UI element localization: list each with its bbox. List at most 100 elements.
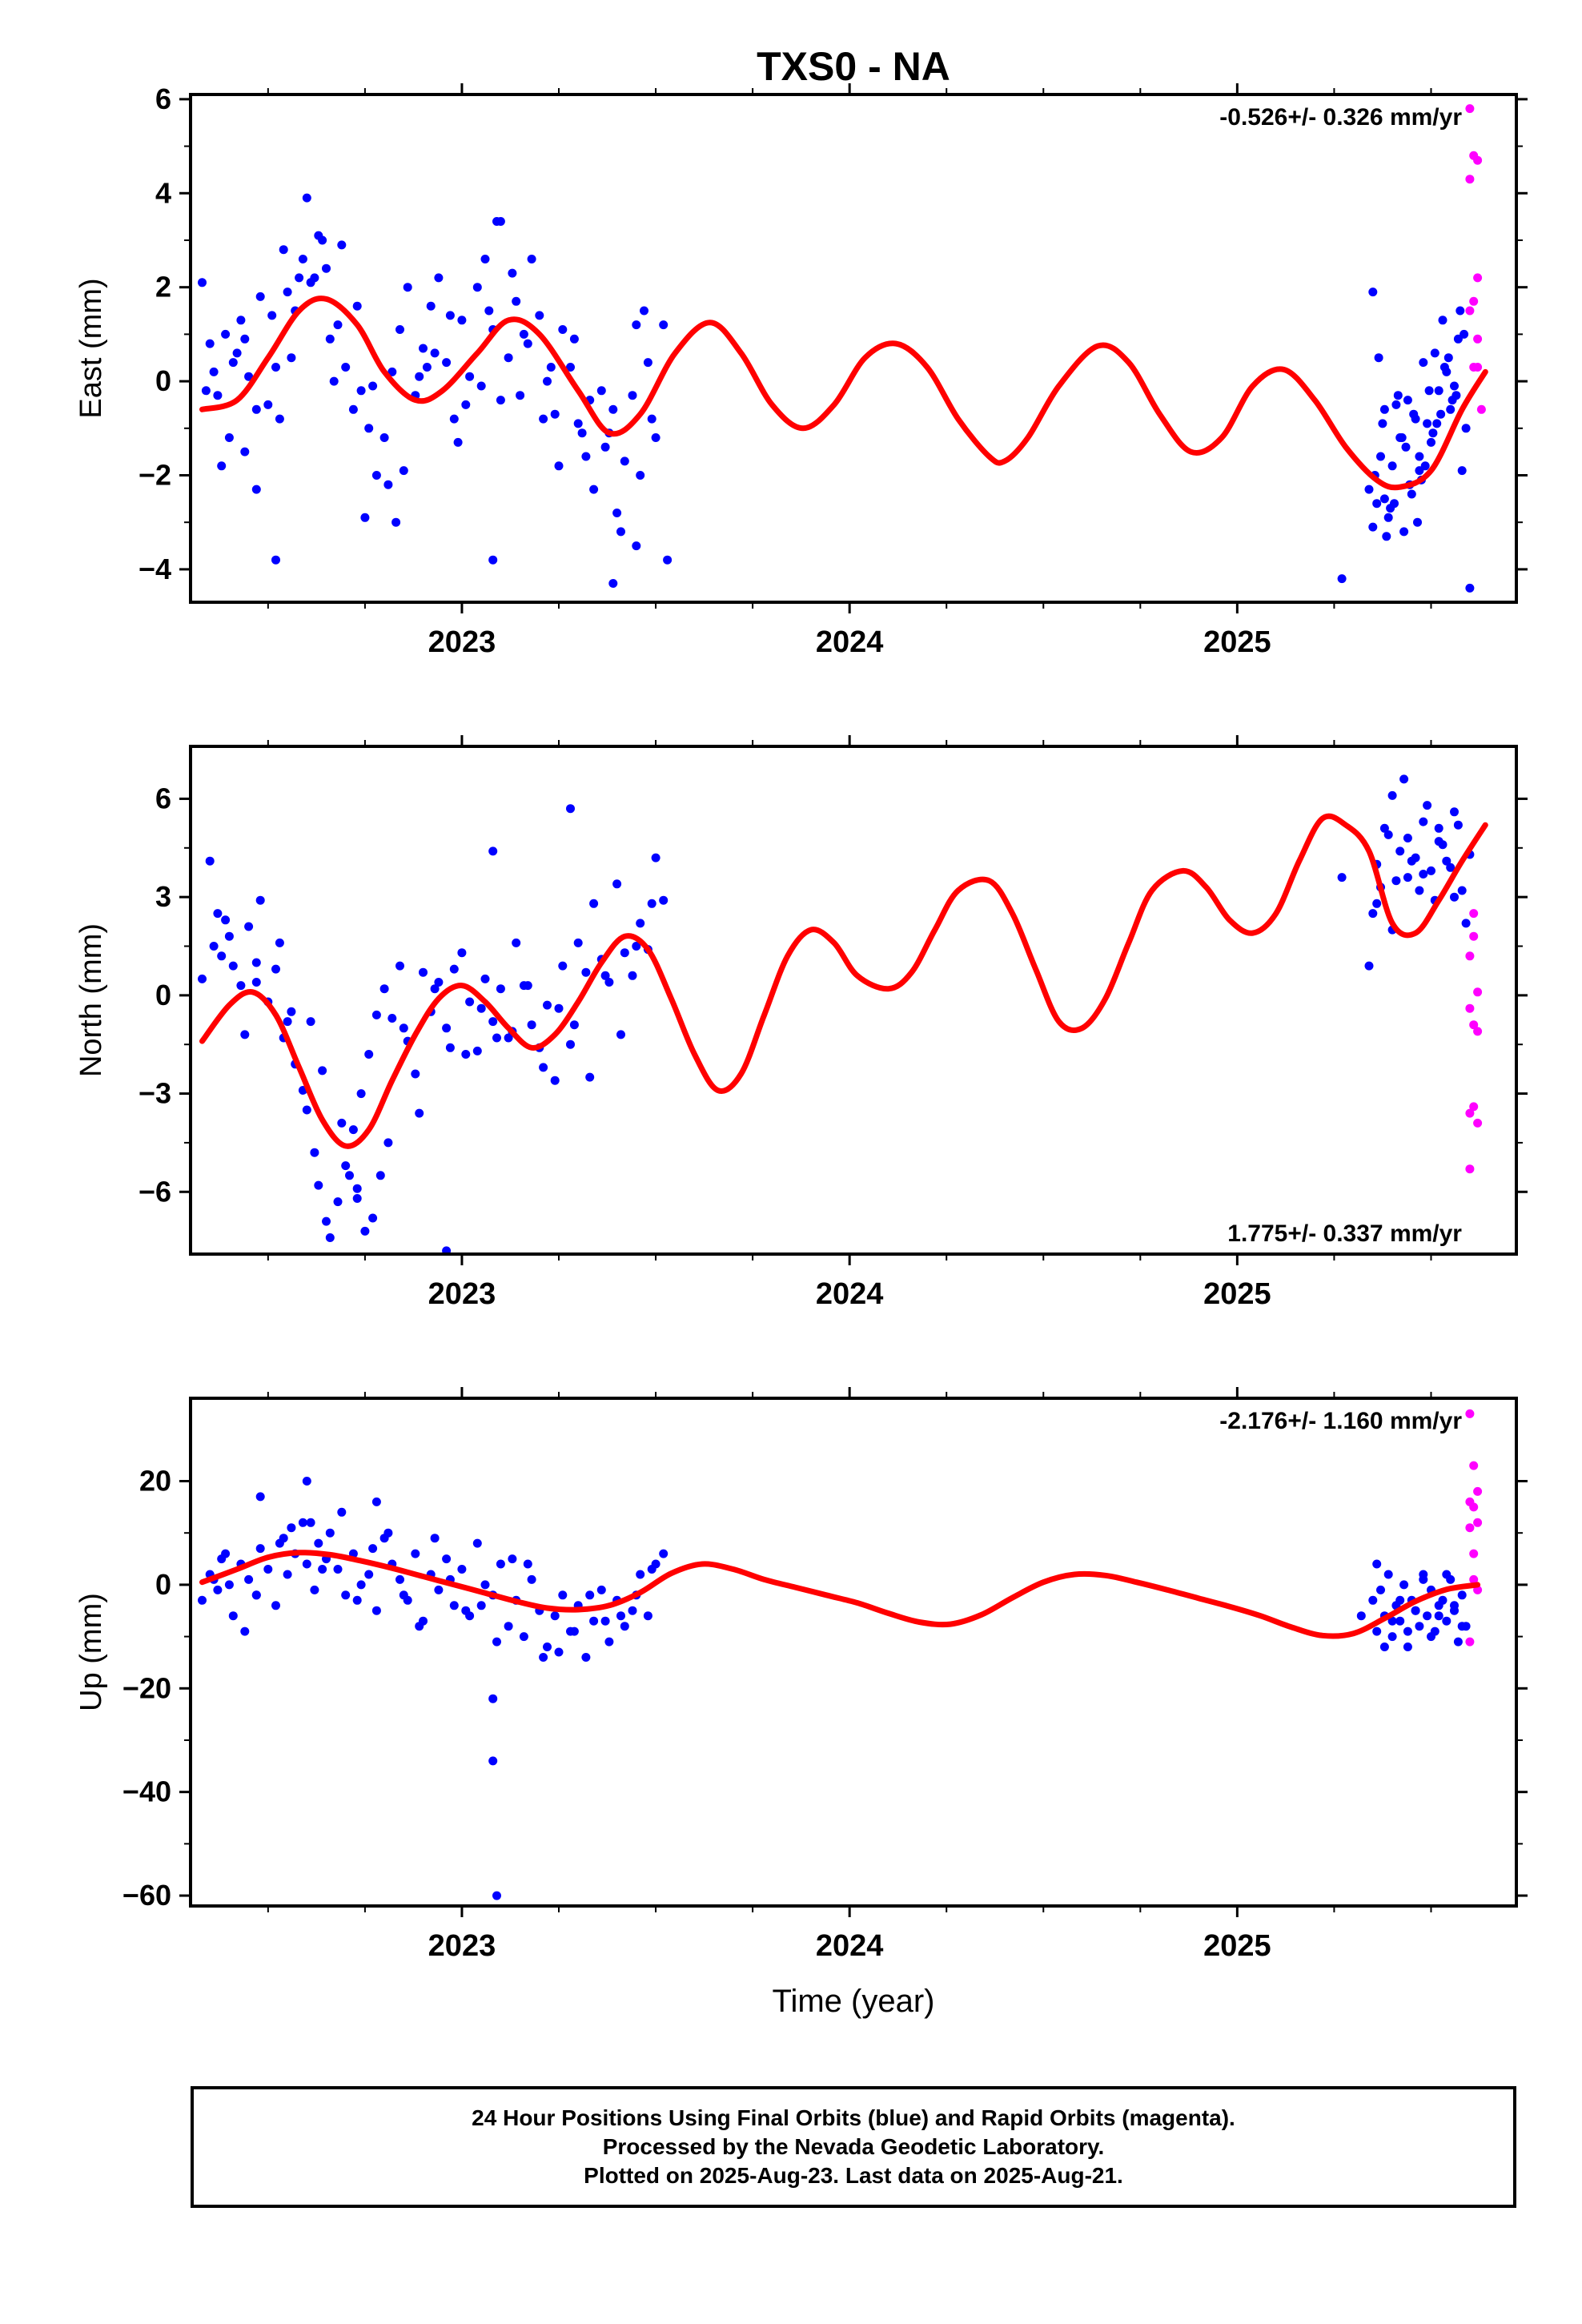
final-orbit-point [1452,391,1461,400]
final-orbit-point [1457,886,1467,895]
rapid-orbit-point [1465,1003,1475,1013]
final-orbit-point [1442,1616,1452,1626]
final-orbit-point [604,1637,614,1647]
rapid-orbit-point [1473,1027,1483,1036]
final-orbit-point [1439,363,1449,372]
final-orbit-point [461,1606,471,1615]
rapid-orbit-point [1469,931,1479,941]
final-orbit-point [476,381,486,391]
final-orbit-point [1391,400,1401,409]
final-orbit-point [1419,817,1428,826]
final-orbit-point [519,329,528,339]
final-orbit-point [1411,1606,1420,1615]
final-orbit-point [616,527,625,537]
final-orbit-point [1399,774,1409,784]
final-orbit-point [1427,437,1435,447]
y-tick-label: 20 [139,1465,171,1498]
final-orbit-point [1401,442,1411,452]
final-orbit-point [314,1180,323,1190]
rapid-orbit-point [1473,1518,1483,1527]
final-orbit-point [585,1072,595,1082]
final-orbit-point [383,1138,393,1148]
footer-line-2: Processed by the Nevada Geodetic Laborat… [602,2134,1105,2159]
final-orbit-point [480,1580,490,1590]
final-orbit-point [589,485,599,494]
rapid-orbit-point [1469,1020,1479,1030]
final-orbit-point [1368,909,1378,919]
final-orbit-point [198,278,207,287]
final-orbit-point [449,964,459,974]
final-orbit-point [558,1590,568,1600]
final-orbit-point [295,273,304,283]
final-orbit-point [314,1538,323,1548]
final-orbit-point [271,555,280,565]
model-fit-line [199,296,1488,491]
final-orbit-point [566,1039,575,1049]
final-orbit-point [457,316,467,325]
final-orbit-point [275,414,284,424]
rapid-orbit-point [1469,1102,1479,1112]
final-orbit-point [209,367,219,376]
x-tick-label: 2025 [1203,625,1271,659]
final-orbit-point [240,1030,250,1039]
final-orbit-point [322,263,331,273]
x-tick-label: 2024 [816,625,884,659]
final-orbit-point [636,919,645,928]
final-orbit-point [651,433,661,442]
final-orbit-point [434,978,444,987]
final-orbit-point [333,1565,343,1574]
final-orbit-point [496,396,505,405]
y-axis-label: East (mm) [74,278,108,418]
final-orbit-point [1415,886,1424,895]
final-orbit-point [232,348,242,358]
final-orbit-point [643,358,652,368]
final-orbit-point [628,391,637,400]
rapid-orbit-point [1473,363,1483,372]
final-orbit-point [554,461,564,471]
final-orbit-point [415,1622,424,1631]
final-orbit-point [310,1148,319,1157]
final-orbit-point [271,1601,280,1610]
final-orbit-point [283,1570,292,1579]
final-orbit-point [442,1554,452,1564]
y-tick-label: −3 [139,1077,171,1110]
final-orbit-point [263,400,273,409]
final-orbit-point [411,1549,420,1558]
final-orbit-point [419,344,428,353]
final-orbit-point [1450,1601,1459,1610]
final-orbit-point [1337,873,1347,883]
final-orbit-point [636,471,645,480]
final-orbit-point [1423,1611,1432,1621]
final-orbit-point [472,1046,482,1055]
y-tick-label: −4 [139,553,171,585]
plot-area [198,104,1488,593]
final-orbit-point [442,358,452,368]
final-orbit-point [337,240,347,250]
final-orbit-point [1461,424,1471,433]
final-orbit-point [224,1580,234,1590]
final-orbit-point [205,856,215,866]
final-orbit-point [1446,404,1456,414]
final-orbit-point [1374,353,1383,363]
final-orbit-point [251,404,261,414]
final-orbit-point [1436,409,1446,419]
final-orbit-point [647,899,656,908]
final-orbit-point [1432,419,1442,428]
final-orbit-point [1368,1595,1378,1605]
y-tick-label: 3 [155,880,171,913]
final-orbit-point [663,555,673,565]
final-orbit-point [1415,1622,1424,1631]
final-orbit-point [383,480,393,489]
final-orbit-point [240,1626,250,1636]
final-orbit-point [488,846,498,856]
figure-title: TXS0 - NA [757,44,950,89]
final-orbit-point [476,1003,486,1013]
final-orbit-point [333,1197,343,1207]
final-orbit-point [1434,386,1443,396]
final-orbit-point [1415,466,1424,476]
final-orbit-point [1427,866,1435,875]
final-orbit-point [636,1570,645,1579]
final-orbit-point [1442,856,1452,866]
final-orbit-point [1442,1570,1452,1579]
y-axis-label: North (mm) [74,923,108,1077]
